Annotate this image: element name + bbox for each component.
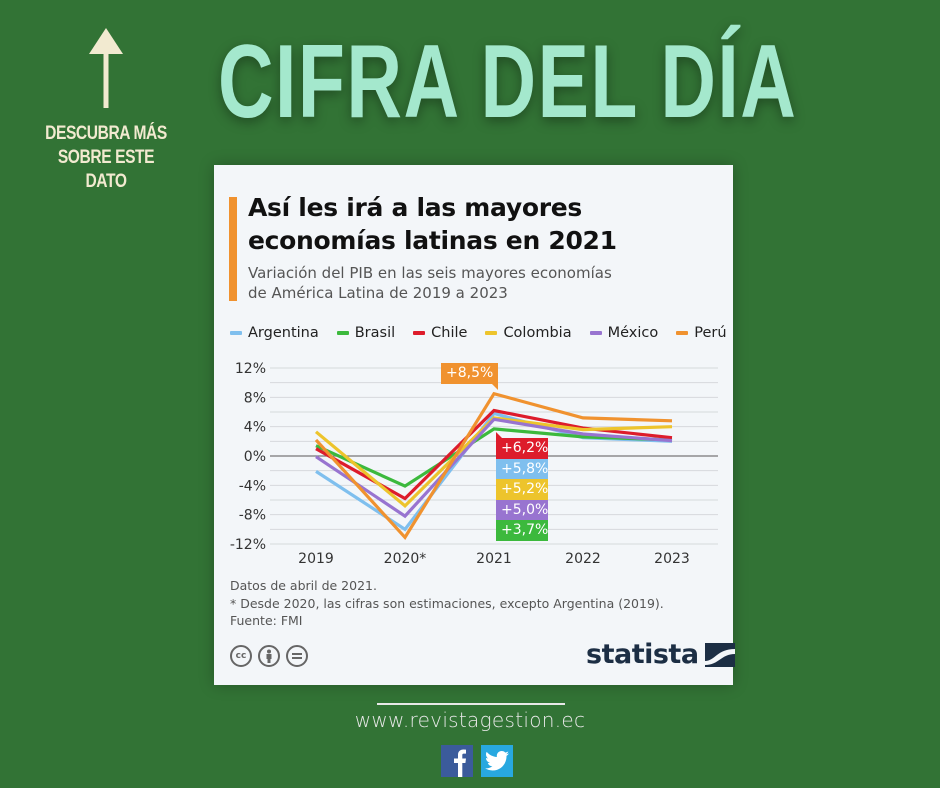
legend-label: Chile: [431, 325, 468, 341]
legend-swatch: [589, 331, 602, 335]
creative-commons-icon[interactable]: cc: [230, 645, 252, 667]
y-tick-label: -12%: [230, 537, 266, 553]
statista-logo[interactable]: statista: [586, 639, 735, 670]
facebook-icon[interactable]: [441, 745, 473, 777]
chart-subtitle: Variación del PIB en las seis mayores ec…: [248, 263, 718, 303]
social-links: [441, 745, 513, 777]
statista-wordmark: statista: [586, 639, 699, 670]
no-derivatives-icon[interactable]: [286, 645, 308, 667]
legend-item: Perú: [676, 325, 727, 341]
up-arrow-icon[interactable]: [88, 28, 124, 110]
website-link[interactable]: www.revistagestion.ec: [354, 708, 586, 732]
data-label-pointer: [492, 384, 499, 390]
x-tick-label: 2021: [476, 551, 512, 567]
legend-swatch: [413, 331, 426, 335]
legend-swatch: [336, 331, 349, 335]
y-tick-label: 8%: [244, 390, 266, 406]
legend-item: Chile: [413, 325, 467, 341]
data-label-perú: +8,5%: [441, 363, 499, 390]
legend-label: Perú: [694, 325, 727, 341]
promo-line-1: DESCUBRA MÁS: [45, 123, 167, 144]
x-tick-label: 2020*: [384, 551, 427, 567]
footer-divider: [377, 703, 565, 705]
data-label-méxico: +5,0%: [496, 499, 548, 521]
note-source: Fuente: FMI: [230, 613, 303, 628]
twitter-icon[interactable]: [481, 745, 513, 777]
chart-legend: Argentina Brasil Chile Colombia México Perú: [230, 325, 745, 341]
y-tick-label: 0%: [244, 449, 266, 465]
legend-item: Colombia: [485, 325, 572, 341]
legend-label: México: [607, 325, 659, 341]
note-date: Datos de abril de 2021.: [230, 578, 377, 593]
attribution-person-icon[interactable]: [258, 645, 280, 667]
y-tick-label: 12%: [235, 361, 266, 377]
chart-notes: Datos de abril de 2021. * Desde 2020, la…: [230, 577, 664, 630]
promo-line-2: SOBRE ESTE DATO: [57, 147, 155, 192]
series-line-perú: [314, 391, 673, 541]
chart-title-line-1: Así les irá a las mayores: [248, 193, 582, 222]
legend-swatch: [230, 331, 242, 335]
series-line-brasil: [315, 427, 673, 488]
legend-label: Colombia: [503, 325, 572, 341]
legend-item: Brasil: [336, 325, 396, 341]
data-label-pointer: [496, 432, 502, 438]
title-accent-bar: [229, 197, 237, 301]
y-tick-label: -4%: [239, 478, 266, 494]
chart-subtitle-line-1: Variación del PIB en las seis mayores ec…: [248, 264, 612, 282]
data-label-chile: +6,2%: [496, 432, 548, 459]
note-estimates: * Desde 2020, las cifras son estimacione…: [230, 595, 664, 611]
legend-item: México: [589, 325, 659, 341]
x-tick-label: 2023: [654, 551, 690, 567]
data-label-brasil: +3,7%: [496, 520, 548, 541]
series-line-méxico: [315, 417, 673, 519]
chart-title: Así les irá a las mayores economías lati…: [248, 191, 718, 257]
chart-subtitle-line-2: de América Latina de 2019 a 2023: [248, 284, 508, 302]
legend-label: Brasil: [354, 325, 396, 341]
legend-swatch: [485, 331, 498, 335]
statista-logo-icon: [704, 642, 735, 667]
promo-text[interactable]: DESCUBRA MÁS SOBRE ESTE DATO: [35, 122, 176, 194]
legend-label: Argentina: [248, 325, 319, 341]
x-tick-label: 2022: [565, 551, 601, 567]
y-tick-label: -8%: [239, 508, 266, 524]
data-label-colombia: +5,2%: [496, 479, 548, 500]
chart-card: Así les irá a las mayores economías lati…: [214, 165, 735, 685]
legend-item: Argentina: [230, 325, 319, 341]
data-label-argentina: +5,8%: [496, 458, 548, 480]
legend-swatch: [676, 331, 689, 335]
headline: CIFRA DEL DÍA: [218, 24, 798, 140]
x-tick-label: 2019: [298, 551, 334, 567]
chart-title-line-2: economías latinas en 2021: [248, 226, 617, 255]
line-chart: 12% 8% 4% 0% -4% -8% -12% 2019 2020* 2021 2022 2023: [230, 361, 718, 567]
license-icons[interactable]: cc: [230, 645, 308, 667]
y-tick-label: 4%: [244, 420, 266, 436]
